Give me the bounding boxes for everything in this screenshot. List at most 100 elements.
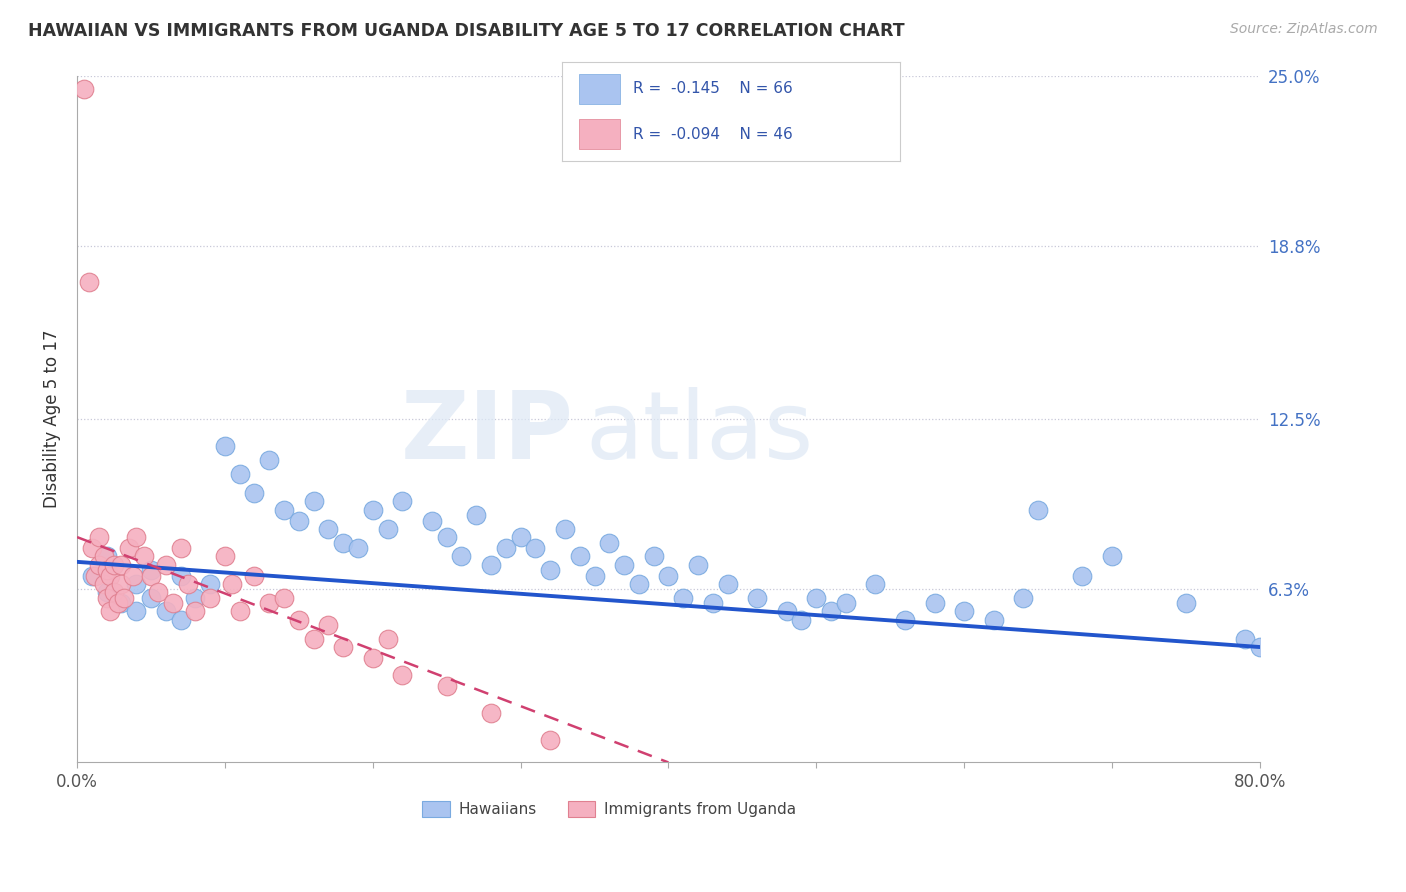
Hawaiians bbox=[228, 467, 250, 481]
Immigrants from Uganda bbox=[77, 275, 100, 289]
Text: HAWAIIAN VS IMMIGRANTS FROM UGANDA DISABILITY AGE 5 TO 17 CORRELATION CHART: HAWAIIAN VS IMMIGRANTS FROM UGANDA DISAB… bbox=[28, 22, 904, 40]
Hawaiians bbox=[125, 604, 148, 618]
Immigrants from Uganda bbox=[332, 640, 354, 654]
Immigrants from Uganda bbox=[96, 591, 118, 605]
Hawaiians bbox=[110, 596, 132, 610]
Hawaiians bbox=[332, 535, 354, 549]
Hawaiians bbox=[288, 514, 311, 528]
Immigrants from Uganda bbox=[162, 596, 184, 610]
Bar bbox=[579, 120, 620, 149]
Hawaiians bbox=[1012, 591, 1035, 605]
Hawaiians bbox=[198, 577, 221, 591]
Text: R =  -0.094    N = 46: R = -0.094 N = 46 bbox=[633, 127, 793, 142]
Hawaiians bbox=[790, 613, 813, 627]
Text: Source: ZipAtlas.com: Source: ZipAtlas.com bbox=[1230, 22, 1378, 37]
Hawaiians bbox=[80, 568, 103, 582]
Immigrants from Uganda bbox=[243, 568, 266, 582]
Immigrants from Uganda bbox=[221, 577, 243, 591]
Hawaiians bbox=[273, 502, 295, 516]
Hawaiians bbox=[643, 549, 665, 564]
Hawaiians bbox=[627, 577, 650, 591]
Hawaiians bbox=[1071, 568, 1094, 582]
Immigrants from Uganda bbox=[273, 591, 295, 605]
Hawaiians bbox=[243, 486, 266, 500]
Immigrants from Uganda bbox=[288, 613, 311, 627]
Immigrants from Uganda bbox=[139, 568, 162, 582]
Hawaiians bbox=[96, 585, 118, 599]
Immigrants from Uganda bbox=[259, 596, 281, 610]
Immigrants from Uganda bbox=[436, 678, 458, 692]
Hawaiians bbox=[613, 558, 636, 572]
Hawaiians bbox=[686, 558, 709, 572]
Hawaiians bbox=[776, 604, 799, 618]
Hawaiians bbox=[835, 596, 858, 610]
Immigrants from Uganda bbox=[93, 577, 115, 591]
Immigrants from Uganda bbox=[177, 577, 200, 591]
Hawaiians bbox=[924, 596, 946, 610]
Text: atlas: atlas bbox=[586, 387, 814, 479]
Hawaiians bbox=[657, 568, 679, 582]
Immigrants from Uganda bbox=[538, 733, 561, 747]
Hawaiians bbox=[894, 613, 917, 627]
Y-axis label: Disability Age 5 to 17: Disability Age 5 to 17 bbox=[44, 330, 60, 508]
Hawaiians bbox=[139, 591, 162, 605]
Immigrants from Uganda bbox=[107, 596, 129, 610]
Immigrants from Uganda bbox=[93, 549, 115, 564]
Immigrants from Uganda bbox=[89, 530, 111, 544]
Immigrants from Uganda bbox=[83, 568, 105, 582]
Hawaiians bbox=[1233, 632, 1256, 646]
Immigrants from Uganda bbox=[103, 585, 125, 599]
Hawaiians bbox=[1174, 596, 1197, 610]
Immigrants from Uganda bbox=[198, 591, 221, 605]
Immigrants from Uganda bbox=[228, 604, 250, 618]
Immigrants from Uganda bbox=[148, 585, 170, 599]
Immigrants from Uganda bbox=[80, 541, 103, 555]
Hawaiians bbox=[554, 522, 576, 536]
Immigrants from Uganda bbox=[110, 558, 132, 572]
Hawaiians bbox=[214, 440, 236, 454]
Hawaiians bbox=[524, 541, 547, 555]
Immigrants from Uganda bbox=[377, 632, 399, 646]
Immigrants from Uganda bbox=[125, 530, 148, 544]
Hawaiians bbox=[716, 577, 738, 591]
Immigrants from Uganda bbox=[118, 541, 141, 555]
Immigrants from Uganda bbox=[391, 667, 413, 681]
Hawaiians bbox=[377, 522, 399, 536]
Hawaiians bbox=[436, 530, 458, 544]
Hawaiians bbox=[479, 558, 502, 572]
Immigrants from Uganda bbox=[110, 577, 132, 591]
Immigrants from Uganda bbox=[184, 604, 207, 618]
Text: ZIP: ZIP bbox=[401, 387, 574, 479]
Hawaiians bbox=[259, 453, 281, 467]
Immigrants from Uganda bbox=[98, 568, 121, 582]
Immigrants from Uganda bbox=[479, 706, 502, 720]
Hawaiians bbox=[538, 563, 561, 577]
Hawaiians bbox=[672, 591, 695, 605]
Hawaiians bbox=[96, 549, 118, 564]
Hawaiians bbox=[598, 535, 620, 549]
Hawaiians bbox=[318, 522, 340, 536]
Immigrants from Uganda bbox=[96, 563, 118, 577]
Hawaiians bbox=[495, 541, 517, 555]
Hawaiians bbox=[953, 604, 976, 618]
Immigrants from Uganda bbox=[103, 558, 125, 572]
Hawaiians bbox=[420, 514, 443, 528]
Hawaiians bbox=[745, 591, 768, 605]
Hawaiians bbox=[1101, 549, 1123, 564]
Immigrants from Uganda bbox=[318, 618, 340, 632]
Immigrants from Uganda bbox=[73, 82, 96, 96]
Hawaiians bbox=[184, 591, 207, 605]
Hawaiians bbox=[450, 549, 472, 564]
Hawaiians bbox=[125, 577, 148, 591]
Hawaiians bbox=[169, 613, 191, 627]
Hawaiians bbox=[702, 596, 724, 610]
Hawaiians bbox=[865, 577, 887, 591]
Hawaiians bbox=[155, 604, 177, 618]
Hawaiians bbox=[820, 604, 842, 618]
Hawaiians bbox=[361, 502, 384, 516]
Immigrants from Uganda bbox=[132, 549, 155, 564]
Hawaiians bbox=[583, 568, 606, 582]
Hawaiians bbox=[139, 563, 162, 577]
Hawaiians bbox=[347, 541, 370, 555]
Hawaiians bbox=[169, 568, 191, 582]
